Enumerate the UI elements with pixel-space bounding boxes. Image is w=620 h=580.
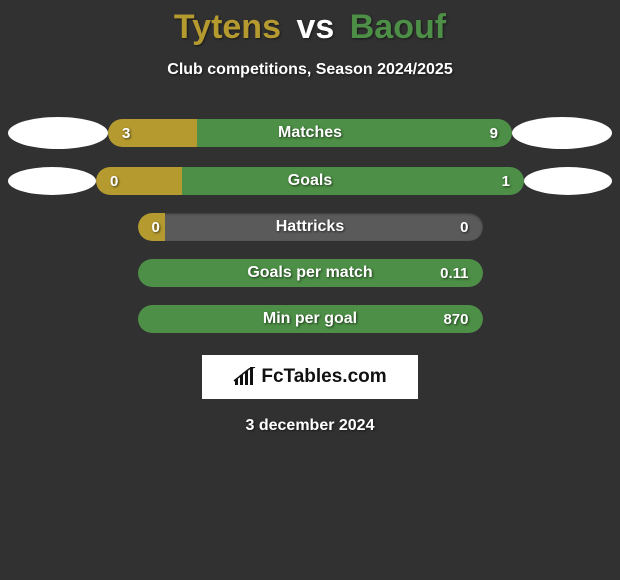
bar-hattricks-right-value: 0	[460, 213, 468, 241]
barchart-icon	[233, 367, 257, 387]
bar-gpm-label: Goals per match	[138, 259, 483, 287]
page-title: Tytens vs Baouf	[0, 0, 620, 47]
avatar-left-2-wrap	[8, 167, 96, 195]
bar-matches: 3 Matches 9	[108, 119, 512, 147]
subtitle: Club competitions, Season 2024/2025	[0, 61, 620, 79]
bars-container: 3 Matches 9 0 Goals 1	[0, 117, 620, 333]
bar-matches-label: Matches	[108, 119, 512, 147]
bar-hattricks-label: Hattricks	[138, 213, 483, 241]
player2-avatar	[512, 117, 612, 149]
bar-mpg-right-value: 870	[443, 305, 468, 333]
comparison-infographic: Tytens vs Baouf Club competitions, Seaso…	[0, 0, 620, 580]
row-matches: 3 Matches 9	[0, 117, 620, 149]
title-player2: Baouf	[350, 8, 446, 46]
title-vs: vs	[296, 8, 334, 46]
avatar-right-2-wrap	[524, 167, 612, 195]
player2-club-avatar	[524, 167, 612, 195]
bar-goals: 0 Goals 1	[96, 167, 524, 195]
bar-gpm-right-value: 0.11	[440, 259, 468, 287]
title-player1: Tytens	[174, 8, 281, 46]
bar-gpm: Goals per match 0.11	[138, 259, 483, 287]
player1-club-avatar	[8, 167, 96, 195]
bar-goals-right-value: 1	[502, 167, 510, 195]
row-goals: 0 Goals 1	[0, 167, 620, 195]
avatar-left-1-wrap	[8, 117, 108, 149]
avatar-right-1-wrap	[512, 117, 612, 149]
logo-text: FcTables.com	[261, 366, 386, 388]
bar-mpg-label: Min per goal	[138, 305, 483, 333]
bar-matches-right-value: 9	[490, 119, 498, 147]
row-gpm: Goals per match 0.11	[0, 259, 620, 287]
date-text: 3 december 2024	[0, 417, 620, 435]
bar-mpg: Min per goal 870	[138, 305, 483, 333]
row-hattricks: 0 Hattricks 0	[0, 213, 620, 241]
bar-goals-label: Goals	[96, 167, 524, 195]
row-mpg: Min per goal 870	[0, 305, 620, 333]
logo: FcTables.com	[202, 355, 418, 399]
bar-hattricks: 0 Hattricks 0	[138, 213, 483, 241]
player1-avatar	[8, 117, 108, 149]
